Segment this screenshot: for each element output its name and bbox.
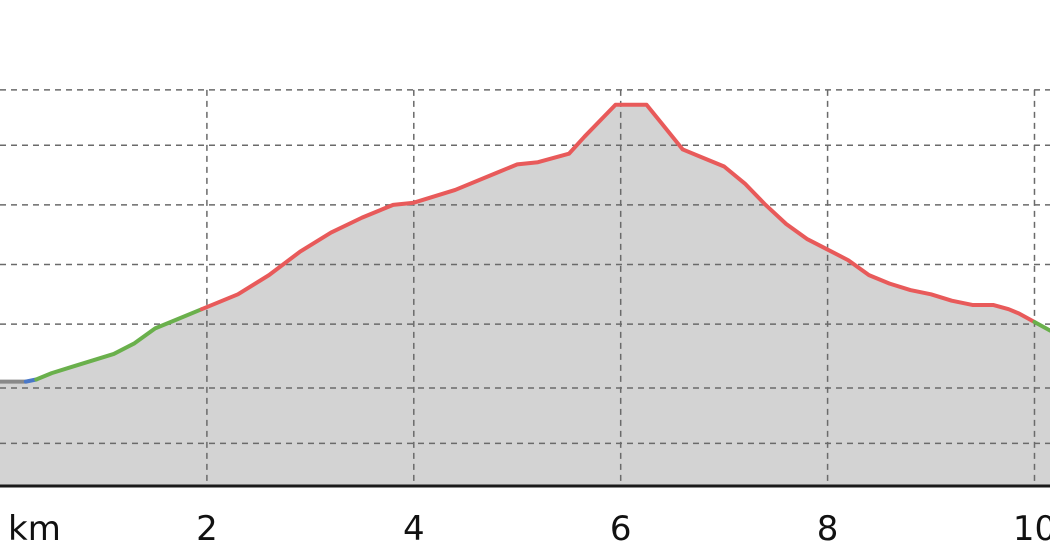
- x-tick-label: 4: [403, 509, 425, 549]
- grid-layer: [0, 89, 1050, 486]
- x-tick-label: 10: [1013, 509, 1050, 549]
- elevation-area-layer: [0, 104, 1050, 486]
- elevation-line-layer: [0, 102, 1050, 384]
- x-axis-labels: km 2 4 6 8 10: [8, 509, 1050, 549]
- elevation-segment-moderate: [1032, 319, 1050, 333]
- x-tick-label: 2: [196, 509, 218, 549]
- x-tick-label: 8: [817, 509, 839, 549]
- elevation-segment-moderate: [34, 307, 204, 382]
- x-axis-unit-label: km: [8, 509, 61, 549]
- elevation-area: [0, 104, 1050, 486]
- elevation-segment-steep: [199, 102, 1037, 324]
- x-tick-label: 6: [610, 509, 632, 549]
